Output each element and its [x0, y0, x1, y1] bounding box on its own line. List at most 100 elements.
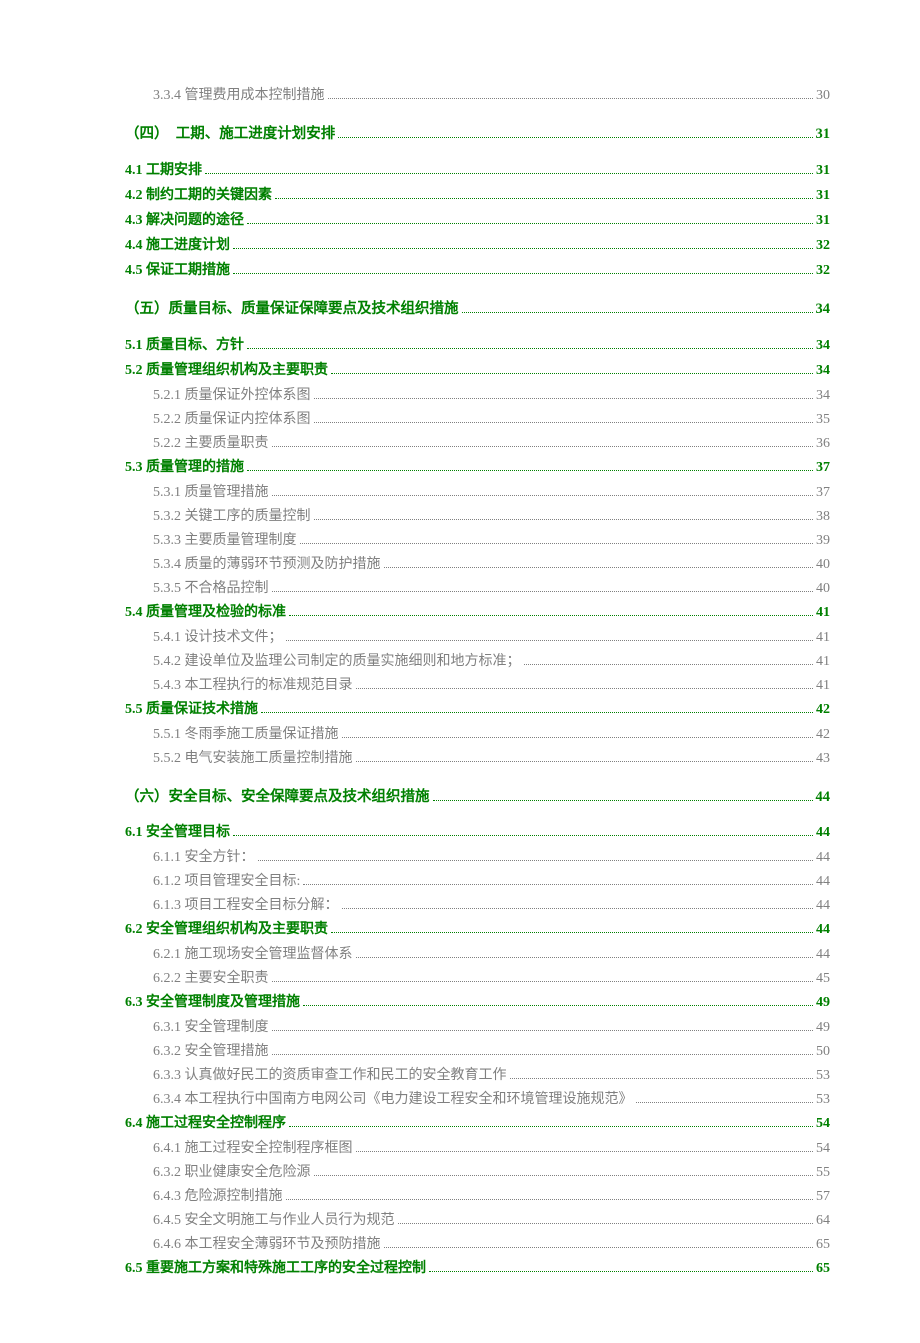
toc-entry-page: 34 — [816, 360, 830, 381]
toc-entry[interactable]: 3.3.4 管理费用成本控制措施30 — [125, 85, 830, 106]
toc-entry-label: 5.3 质量管理的措施 — [125, 457, 244, 478]
toc-leader-dots — [275, 198, 813, 199]
toc-leader-dots — [233, 273, 813, 274]
toc-entry[interactable]: 6.1 安全管理目标44 — [125, 822, 830, 843]
toc-entry[interactable]: 5.2.2 主要质量职责 36 — [125, 433, 830, 454]
toc-entry[interactable]: 5.5 质量保证技术措施42 — [125, 699, 830, 720]
toc-entry[interactable]: 5.2 质量管理组织机构及主要职责 34 — [125, 360, 830, 381]
toc-entry[interactable]: 4.5 保证工期措施32 — [125, 260, 830, 281]
toc-leader-dots — [300, 543, 814, 544]
toc-entry-label: 6.3.3 认真做好民工的资质审查工作和民工的安全教育工作 — [153, 1065, 507, 1086]
toc-leader-dots — [314, 422, 814, 423]
toc-entry[interactable]: 6.3.3 认真做好民工的资质审查工作和民工的安全教育工作53 — [125, 1065, 830, 1086]
toc-leader-dots — [342, 737, 814, 738]
toc-entry[interactable]: 5.1 质量目标、方针34 — [125, 335, 830, 356]
toc-entry-label: 6.4.5 安全文明施工与作业人员行为规范 — [153, 1210, 395, 1231]
toc-leader-dots — [338, 137, 812, 138]
toc-entry-page: 34 — [816, 335, 830, 356]
toc-entry[interactable]: （五）质量目标、质量保证保障要点及技术组织措施34 — [125, 299, 830, 321]
toc-leader-dots — [272, 1030, 814, 1031]
toc-entry[interactable]: 6.1.1 安全方针：44 — [125, 847, 830, 868]
toc-entry-page: 34 — [816, 385, 830, 406]
toc-entry[interactable]: 6.4 施工过程安全控制程序 54 — [125, 1113, 830, 1134]
toc-entry-page: 53 — [816, 1089, 830, 1110]
toc-leader-dots — [303, 884, 813, 885]
toc-entry[interactable]: 5.3.2 关键工序的质量控制38 — [125, 506, 830, 527]
toc-entry-page: 37 — [816, 482, 830, 503]
toc-entry-page: 44 — [816, 871, 830, 892]
toc-entry[interactable]: 5.3.4 质量的薄弱环节预测及防护措施 40 — [125, 554, 830, 575]
toc-entry-page: 31 — [816, 124, 831, 146]
toc-leader-dots — [356, 688, 814, 689]
toc-entry[interactable]: 5.3.5 不合格品控制40 — [125, 578, 830, 599]
toc-entry[interactable]: 4.1 工期安排31 — [125, 160, 830, 181]
toc-entry-label: 5.4.2 建设单位及监理公司制定的质量实施细则和地方标准； — [153, 651, 521, 672]
toc-entry[interactable]: 5.2.2 质量保证内控体系图35 — [125, 409, 830, 430]
toc-entry-page: 36 — [816, 433, 830, 454]
toc-entry[interactable]: 6.1.2 项目管理安全目标: 44 — [125, 871, 830, 892]
toc-entry[interactable]: 6.2.2 主要安全职责45 — [125, 968, 830, 989]
toc-entry[interactable]: 5.4.3 本工程执行的标准规范目录41 — [125, 675, 830, 696]
toc-entry[interactable]: 5.4 质量管理及检验的标准41 — [125, 602, 830, 623]
toc-entry-label: 5.2.1 质量保证外控体系图 — [153, 385, 311, 406]
toc-entry[interactable]: 6.3.4 本工程执行中国南方电网公司《电力建设工程安全和环境管理设施规范》53 — [125, 1089, 830, 1110]
toc-entry[interactable]: 6.4.3 危险源控制措施57 — [125, 1186, 830, 1207]
toc-leader-dots — [303, 1005, 813, 1006]
toc-leader-dots — [398, 1223, 814, 1224]
toc-entry-page: 32 — [816, 260, 830, 281]
toc-entry[interactable]: 6.3.2 职业健康安全危险源55 — [125, 1162, 830, 1183]
toc-entry-label: 5.3.4 质量的薄弱环节预测及防护措施 — [153, 554, 381, 575]
toc-entry[interactable]: 5.5.2 电气安装施工质量控制措施43 — [125, 748, 830, 769]
toc-entry-label: 6.1.2 项目管理安全目标: — [153, 871, 300, 892]
toc-leader-dots — [247, 470, 813, 471]
toc-entry[interactable]: 5.4.1 设计技术文件；41 — [125, 627, 830, 648]
toc-entry-page: 40 — [816, 554, 830, 575]
toc-entry-label: 6.1.3 项目工程安全目标分解： — [153, 895, 339, 916]
toc-entry-label: 4.1 工期安排 — [125, 160, 202, 181]
toc-entry-page: 54 — [816, 1113, 830, 1134]
toc-entry-page: 34 — [816, 299, 831, 321]
toc-entry-label: 6.1.1 安全方针： — [153, 847, 255, 868]
toc-entry-label: （四） 工期、施工进度计划安排 — [125, 124, 335, 146]
toc-entry[interactable]: 6.4.1 施工过程安全控制程序框图54 — [125, 1138, 830, 1159]
toc-entry[interactable]: 4.3 解决问题的途径31 — [125, 210, 830, 231]
toc-entry[interactable]: （四） 工期、施工进度计划安排 31 — [125, 124, 830, 146]
toc-entry[interactable]: 4.2 制约工期的关键因素31 — [125, 185, 830, 206]
toc-entry-label: 5.2.2 主要质量职责 — [153, 433, 269, 454]
toc-entry-page: 41 — [816, 602, 830, 623]
toc-leader-dots — [384, 1247, 814, 1248]
toc-entry-label: 6.4 施工过程安全控制程序 — [125, 1113, 286, 1134]
toc-entry[interactable]: 6.2 安全管理组织机构及主要职责44 — [125, 919, 830, 940]
toc-entry[interactable]: 6.2.1 施工现场安全管理监督体系44 — [125, 944, 830, 965]
toc-entry[interactable]: 6.5 重要施工方案和特殊施工工序的安全过程控制65 — [125, 1258, 830, 1279]
toc-entry[interactable]: 5.3.3 主要质量管理制度39 — [125, 530, 830, 551]
toc-entry-label: 6.4.6 本工程安全薄弱环节及预防措施 — [153, 1234, 381, 1255]
toc-entry-page: 43 — [816, 748, 830, 769]
toc-entry-label: 5.4.1 设计技术文件； — [153, 627, 283, 648]
toc-entry-page: 44 — [816, 787, 831, 809]
toc-leader-dots — [314, 1175, 814, 1176]
toc-entry[interactable]: 4.4 施工进度计划32 — [125, 235, 830, 256]
toc-entry[interactable]: （六）安全目标、安全保障要点及技术组织措施44 — [125, 787, 830, 809]
toc-entry[interactable]: 6.3.2 安全管理措施50 — [125, 1041, 830, 1062]
toc-entry[interactable]: 6.4.5 安全文明施工与作业人员行为规范64 — [125, 1210, 830, 1231]
toc-entry[interactable]: 5.2.1 质量保证外控体系图 34 — [125, 385, 830, 406]
toc-entry[interactable]: 6.4.6 本工程安全薄弱环节及预防措施65 — [125, 1234, 830, 1255]
toc-entry[interactable]: 5.4.2 建设单位及监理公司制定的质量实施细则和地方标准；41 — [125, 651, 830, 672]
toc-entry[interactable]: 6.3 安全管理制度及管理措施49 — [125, 992, 830, 1013]
toc-entry-page: 55 — [816, 1162, 830, 1183]
toc-entry-label: 5.5 质量保证技术措施 — [125, 699, 258, 720]
toc-leader-dots — [272, 495, 814, 496]
toc-entry-label: 5.2 质量管理组织机构及主要职责 — [125, 360, 328, 381]
toc-entry[interactable]: 5.3 质量管理的措施37 — [125, 457, 830, 478]
toc-entry[interactable]: 6.1.3 项目工程安全目标分解：44 — [125, 895, 830, 916]
toc-entry-page: 40 — [816, 578, 830, 599]
toc-leader-dots — [258, 860, 814, 861]
toc-leader-dots — [356, 1151, 814, 1152]
toc-entry[interactable]: 5.5.1 冬雨季施工质量保证措施42 — [125, 724, 830, 745]
toc-entry-page: 57 — [816, 1186, 830, 1207]
toc-entry[interactable]: 5.3.1 质量管理措施37 — [125, 482, 830, 503]
toc-leader-dots — [510, 1078, 814, 1079]
toc-leader-dots — [272, 591, 814, 592]
toc-entry[interactable]: 6.3.1 安全管理制度49 — [125, 1017, 830, 1038]
